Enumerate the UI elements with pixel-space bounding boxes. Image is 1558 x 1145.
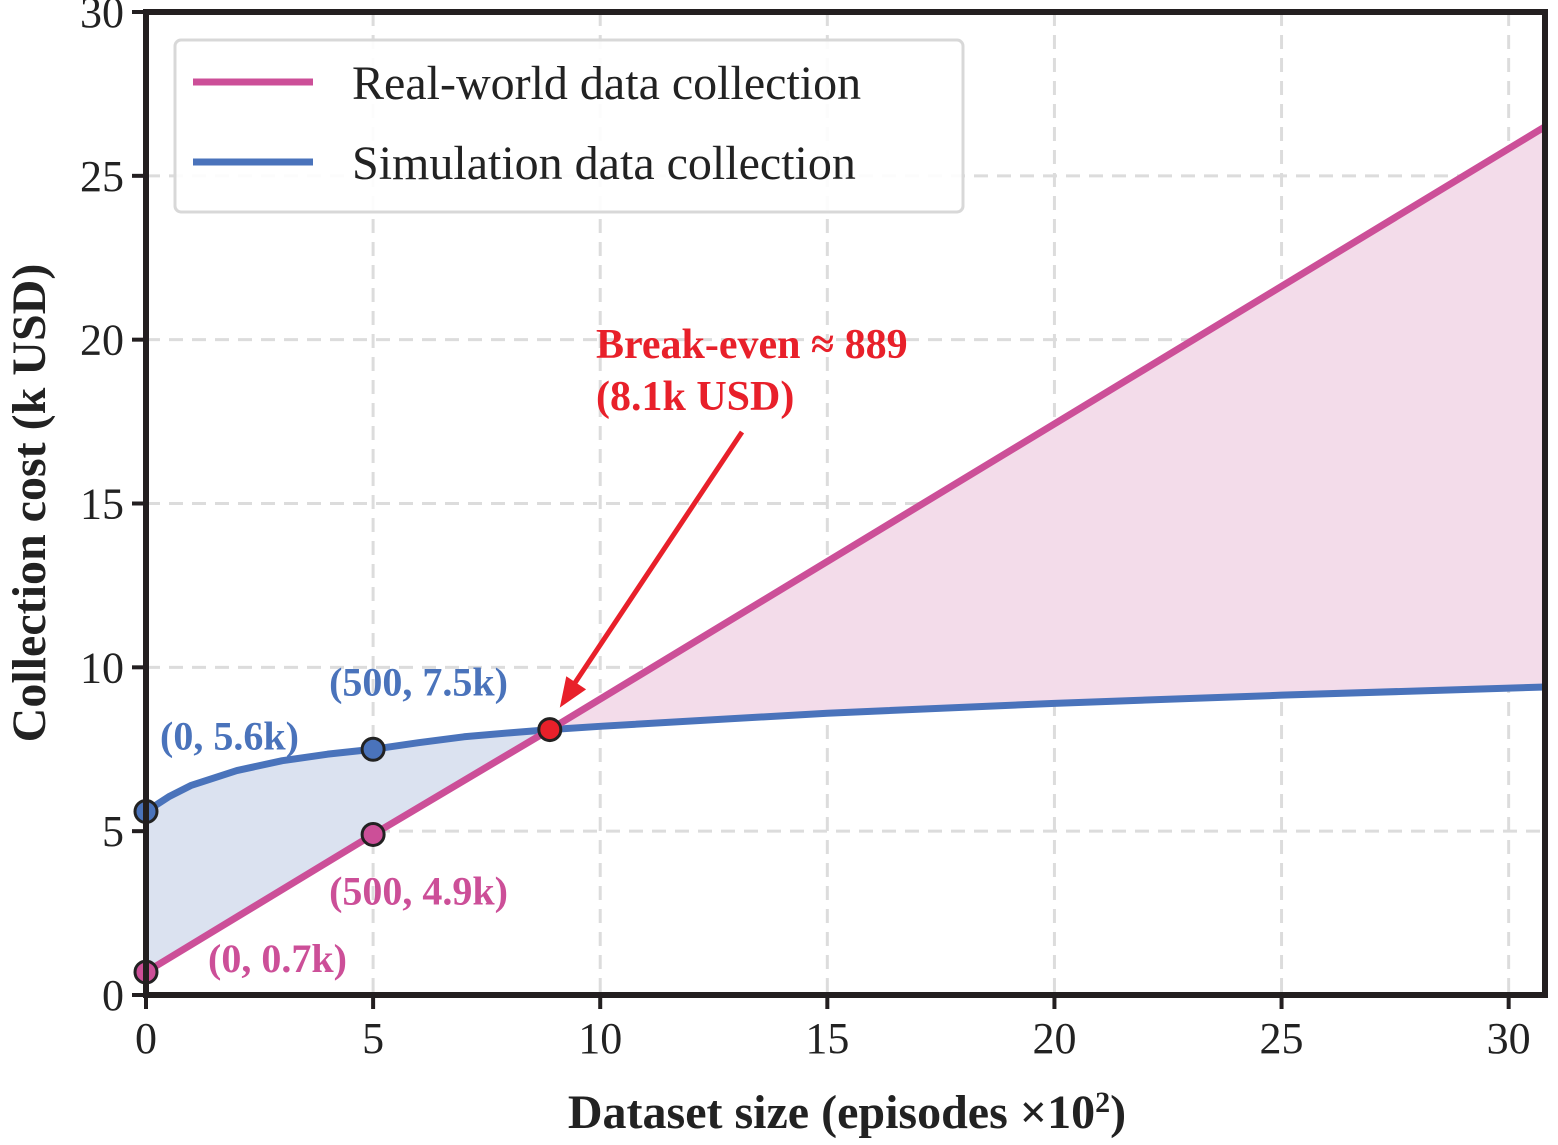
- series-line-real-world: [144, 123, 1547, 976]
- x-tick-label: 30: [1487, 1014, 1531, 1063]
- y-tick-label: 15: [80, 480, 124, 529]
- x-axis-title: Dataset size (episodes ×102): [568, 1086, 1126, 1140]
- legend-box: [173, 38, 965, 214]
- break-even-arrow-shaft: [565, 430, 745, 695]
- break-even-label: Break-even ≈ 889: [596, 322, 908, 368]
- legend-label: Real-world data collection: [352, 57, 861, 110]
- x-tick-label: 5: [362, 1014, 384, 1063]
- axis-ticks: 0 5 10 15 20 25 30 0 5 10 15 20 25 30: [80, 0, 1531, 1063]
- y-axis-title: Collection cost (k USD): [3, 264, 56, 743]
- x-tick-label: 0: [135, 1014, 157, 1063]
- legend: Real-world data collection Simulation dat…: [173, 38, 965, 214]
- y-tick-label: 20: [80, 316, 124, 365]
- break-even-arrow-head: [559, 676, 587, 708]
- x-axis-title-sup: 2: [1095, 1086, 1110, 1119]
- data-marker: [537, 717, 563, 743]
- x-axis-title-main: Dataset size (episodes ×10: [568, 1086, 1095, 1139]
- x-tick-label: 20: [1032, 1014, 1076, 1063]
- break-even-value: (8.1k USD): [596, 374, 794, 420]
- data-marker: [360, 736, 386, 762]
- x-axis-title-end: ): [1110, 1086, 1126, 1139]
- x-tick-label: 15: [805, 1014, 849, 1063]
- fill-sim-above-real: [146, 729, 550, 973]
- series-line-simulation: [144, 683, 1546, 815]
- y-tick-label: 30: [80, 0, 124, 37]
- x-tick-label: 25: [1260, 1014, 1304, 1063]
- marker-annotation: (0, 0.7k): [208, 936, 347, 981]
- y-tick-label: 5: [102, 807, 124, 856]
- annotations: (0, 5.6k) (500, 7.5k) (0, 0.7k) (500, 4.9k)…: [160, 322, 908, 981]
- marker-annotation: (500, 4.9k): [329, 868, 508, 913]
- y-tick-label: 25: [80, 152, 124, 201]
- x-tick-label: 10: [578, 1014, 622, 1063]
- marker-annotation: (0, 5.6k): [160, 714, 299, 759]
- y-tick-label: 0: [102, 971, 124, 1020]
- marker-annotation: (500, 7.5k): [329, 659, 508, 704]
- legend-label: Simulation data collection: [352, 137, 856, 190]
- series-lines: [144, 123, 1547, 976]
- y-tick-label: 10: [80, 643, 124, 692]
- data-marker: [360, 821, 386, 847]
